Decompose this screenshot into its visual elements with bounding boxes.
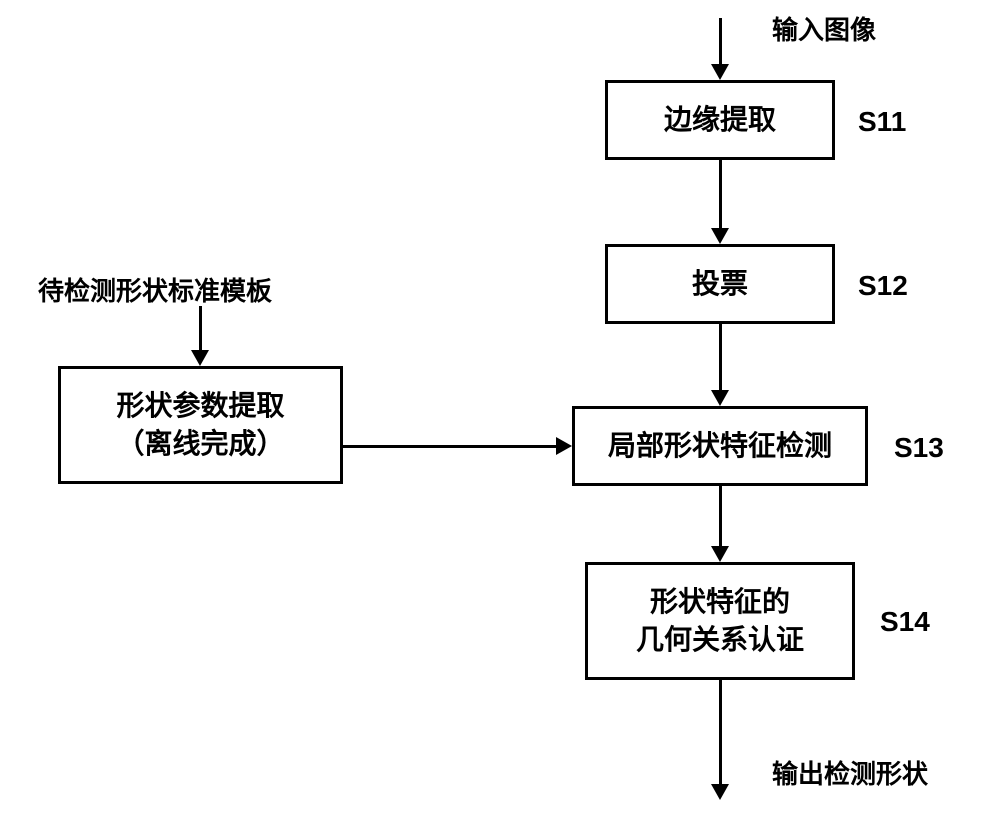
box-local-feature-text: 局部形状特征检测 (608, 427, 832, 465)
box-shape-param: 形状参数提取 （离线完成） (58, 366, 343, 484)
step-label-s11: S11 (858, 106, 906, 138)
step-label-s12: S12 (858, 270, 908, 302)
arrow-input-to-s11-head (711, 64, 729, 80)
arrow-input-to-s11 (719, 18, 722, 64)
arrow-s14-to-output (719, 680, 722, 784)
box-geometry-verify-line2: 几何关系认证 (636, 621, 804, 659)
arrow-s13-to-s14-head (711, 546, 729, 562)
arrow-s13-to-s14 (719, 486, 722, 546)
arrow-template-to-leftbox (199, 306, 202, 350)
box-geometry-verify-line1: 形状特征的 (636, 583, 804, 621)
step-label-s14: S14 (880, 606, 930, 638)
output-shape-label: 输出检测形状 (772, 754, 928, 791)
box-vote-text: 投票 (692, 265, 748, 303)
arrow-s11-to-s12 (719, 160, 722, 228)
template-input-label: 待检测形状标准模板 (38, 271, 272, 308)
box-geometry-verify: 形状特征的 几何关系认证 (585, 562, 855, 680)
step-label-s13: S13 (894, 432, 944, 464)
box-vote: 投票 (605, 244, 835, 324)
box-shape-param-line2: （离线完成） (116, 425, 284, 463)
box-geometry-verify-text: 形状特征的 几何关系认证 (636, 583, 804, 659)
arrow-s12-to-s13-head (711, 390, 729, 406)
arrow-s14-to-output-head (711, 784, 729, 800)
box-shape-param-text: 形状参数提取 （离线完成） (116, 387, 284, 463)
arrow-template-to-leftbox-head (191, 350, 209, 366)
arrow-leftbox-to-s13 (343, 445, 556, 448)
box-shape-param-line1: 形状参数提取 (116, 387, 284, 425)
input-image-label: 输入图像 (772, 10, 876, 47)
arrow-s12-to-s13 (719, 324, 722, 390)
flowchart-canvas: 输入图像 边缘提取 S11 投票 S12 局部形状特征检测 S13 形状特征的 … (0, 0, 1000, 834)
arrow-leftbox-to-s13-head (556, 437, 572, 455)
arrow-s11-to-s12-head (711, 228, 729, 244)
box-local-feature: 局部形状特征检测 (572, 406, 868, 486)
box-edge-extract-text: 边缘提取 (664, 101, 776, 139)
box-edge-extract: 边缘提取 (605, 80, 835, 160)
